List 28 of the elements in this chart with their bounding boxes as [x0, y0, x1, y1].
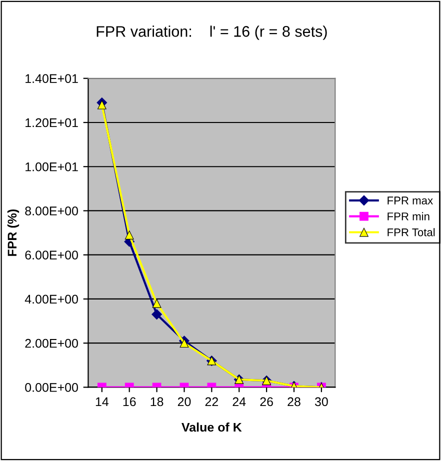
y-tick-label: 4.00E+00	[24, 294, 78, 304]
x-axis-title: Value of K	[182, 422, 242, 432]
x-tick-label: 30	[314, 397, 328, 406]
legend-label: FPR Total	[388, 228, 435, 236]
point	[124, 230, 134, 240]
y-tick-label: 6.00E+00	[25, 250, 78, 260]
legend-label: FPR max	[388, 196, 433, 204]
legend-label: FPR min	[388, 212, 430, 220]
x-tick-label: 22	[205, 397, 218, 406]
y-tick-label: 1.20E+01	[26, 118, 78, 128]
point	[152, 309, 162, 320]
y-axis-title: FPR (%)	[7, 209, 20, 256]
x-tick-label: 20	[178, 397, 191, 406]
point	[180, 338, 189, 348]
y-tick-label: 1.40E+01	[26, 74, 78, 84]
y-tick-label: 0.00E+00	[25, 383, 78, 392]
point	[152, 298, 162, 308]
y-tick-label: 8.00E+00	[25, 206, 78, 216]
x-tick-label: 26	[260, 397, 273, 406]
x-tick-label: 14	[96, 397, 109, 406]
y-tick-label: 2.00E+00	[25, 338, 78, 348]
x-tick-label: 16	[123, 397, 136, 406]
point	[97, 100, 106, 110]
y-tick-label: 1.00E+01	[26, 162, 78, 172]
x-tick-label: 18	[150, 397, 164, 406]
chart-title: FPR variation: l' = 16 (r = 8 sets)	[96, 26, 327, 40]
x-tick-label: 24	[232, 397, 246, 406]
x-tick-label: 28	[288, 397, 300, 406]
